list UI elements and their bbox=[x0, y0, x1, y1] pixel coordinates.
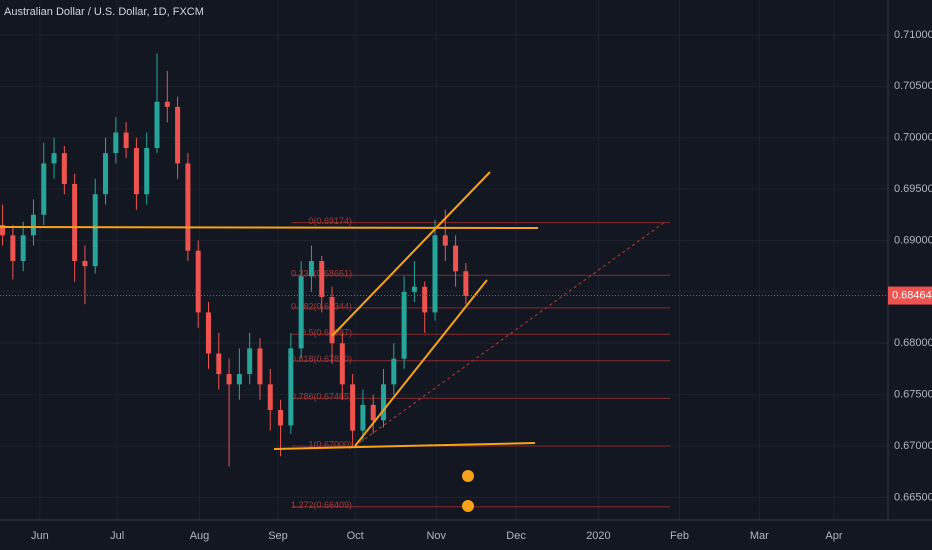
candle-body bbox=[113, 132, 119, 154]
candle-body bbox=[164, 101, 170, 107]
y-tick-label: 0.67000 bbox=[894, 440, 932, 452]
candle-body bbox=[154, 101, 160, 148]
event-icon bbox=[462, 500, 474, 512]
candle-body bbox=[123, 132, 129, 148]
candle-body bbox=[0, 225, 6, 236]
candle-body bbox=[61, 153, 67, 184]
candle-body bbox=[51, 153, 57, 164]
candle-body bbox=[30, 214, 36, 236]
y-tick-label: 0.69000 bbox=[894, 234, 932, 246]
candle-body bbox=[72, 183, 78, 262]
event-icons bbox=[462, 470, 474, 512]
candle-body bbox=[10, 235, 16, 262]
x-tick-label: Feb bbox=[670, 530, 689, 542]
x-tick-label: 2020 bbox=[586, 530, 610, 542]
fib-label: 0(0.69174) bbox=[308, 216, 352, 226]
candle-body bbox=[308, 261, 314, 277]
drawings bbox=[0, 171, 539, 450]
candle-body bbox=[442, 235, 448, 246]
candle-body bbox=[329, 296, 335, 344]
x-tick-label: Sep bbox=[268, 530, 288, 542]
candle-body bbox=[298, 276, 304, 349]
last-price-tag bbox=[888, 286, 932, 305]
y-tick-label: 0.68000 bbox=[894, 337, 932, 349]
channel-upper bbox=[331, 171, 491, 337]
x-tick-label: Nov bbox=[426, 530, 446, 542]
resistance-line bbox=[0, 226, 539, 229]
candle-body bbox=[185, 163, 191, 251]
candle-body bbox=[92, 194, 98, 267]
candle-body bbox=[41, 163, 47, 215]
x-tick-label: Mar bbox=[750, 530, 769, 542]
candle-body bbox=[453, 245, 459, 272]
candle-body bbox=[82, 261, 88, 267]
fib-label: 0.618(0.67830) bbox=[291, 354, 352, 364]
candle-body bbox=[278, 410, 284, 426]
candle-body bbox=[205, 312, 211, 354]
candle-body bbox=[360, 404, 366, 431]
candle-body bbox=[236, 374, 242, 385]
candle-body bbox=[216, 353, 222, 375]
axes: 0.710000.705000.700000.695000.690000.685… bbox=[0, 29, 932, 542]
x-tick-label: Dec bbox=[506, 530, 526, 542]
candle-body bbox=[257, 348, 263, 385]
fib-label: 0.5(0.68087) bbox=[301, 328, 352, 338]
candle-body bbox=[422, 286, 428, 313]
candle-body bbox=[350, 384, 356, 431]
x-tick-label: Jul bbox=[110, 530, 124, 542]
x-tick-label: Aug bbox=[190, 530, 210, 542]
candle-body bbox=[20, 235, 26, 262]
candle-body bbox=[195, 250, 201, 313]
y-tick-label: 0.70500 bbox=[894, 80, 932, 92]
fib-label: 1.272(0.66409) bbox=[291, 500, 352, 510]
candle-body bbox=[339, 343, 345, 385]
x-tick-label: Jun bbox=[31, 530, 49, 542]
chart-title: Australian Dollar / U.S. Dollar, 1D, FXC… bbox=[4, 6, 204, 18]
candle-body bbox=[144, 147, 150, 195]
event-icon bbox=[462, 470, 474, 482]
candle-body bbox=[103, 153, 109, 195]
grid bbox=[0, 0, 888, 520]
candle-body bbox=[226, 374, 232, 385]
candle-body bbox=[288, 348, 294, 426]
channel-lower bbox=[354, 279, 488, 447]
candle-body bbox=[463, 271, 469, 296]
x-tick-label: Oct bbox=[347, 530, 364, 542]
candle-body bbox=[411, 286, 417, 292]
support-line bbox=[273, 442, 536, 450]
candle-body bbox=[175, 106, 181, 164]
candle-body bbox=[432, 235, 438, 313]
y-tick-label: 0.67500 bbox=[894, 389, 932, 401]
x-tick-label: Apr bbox=[825, 530, 842, 542]
candle-body bbox=[391, 358, 397, 385]
candle-body bbox=[133, 147, 139, 195]
candle-body bbox=[267, 384, 273, 411]
fib-trend-line bbox=[354, 221, 666, 447]
last-price-label: 0.68464 bbox=[892, 289, 932, 301]
candle-body bbox=[247, 348, 253, 375]
y-tick-label: 0.66500 bbox=[894, 491, 932, 503]
fib-label: 0.786(0.67465) bbox=[291, 392, 352, 402]
price-axis bbox=[888, 0, 932, 520]
y-tick-label: 0.71000 bbox=[894, 29, 932, 41]
candle-body bbox=[381, 384, 387, 421]
y-tick-label: 0.70000 bbox=[894, 132, 932, 144]
candle-body bbox=[319, 261, 325, 297]
candle-body bbox=[401, 291, 407, 359]
candles bbox=[0, 53, 469, 467]
candle-body bbox=[370, 404, 376, 421]
fib-label: 1(0.67000) bbox=[308, 439, 352, 449]
y-tick-label: 0.69500 bbox=[894, 183, 932, 195]
